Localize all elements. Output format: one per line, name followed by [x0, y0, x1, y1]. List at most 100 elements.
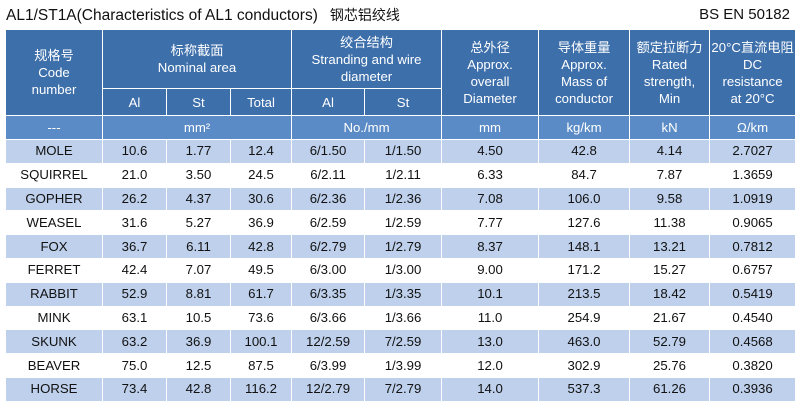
header-stranding-al: Al [291, 88, 366, 116]
cell-stranding-al: 6/2.36 [291, 186, 366, 212]
table-row: SKUNK 63.2 36.9 100.1 12/2.59 7/2.59 13.0 463.0… [5, 329, 797, 355]
cell-area-total: 12.4 [229, 139, 293, 164]
title-chinese: 钢芯铝绞线 [329, 7, 400, 23]
cell-mass: 148.1 [538, 234, 631, 259]
cell-area-al: 63.1 [102, 305, 167, 331]
standard-label: BS EN 50182 [699, 6, 790, 23]
header-row-units: --- mm² No./mm mm kg/km kN Ω/km [5, 115, 797, 140]
header-stranding: 绞合结构 Stranding and wire diameter [291, 29, 443, 89]
cell-stranding-al: 6/2.79 [291, 234, 366, 259]
table-row: RABBIT 52.9 8.81 61.7 6/3.35 1/3.35 10.1 213.5 1… [5, 281, 797, 307]
cell-area-st: 1.77 [166, 139, 231, 164]
cell-code: HORSE [5, 376, 103, 402]
cell-area-total: 49.5 [229, 257, 293, 283]
document-title: AL1/ST1A(Characteristics of AL1 conducto… [6, 5, 400, 25]
cell-mass: 84.7 [538, 162, 631, 188]
cell-diameter: 9.00 [441, 257, 540, 283]
cell-diameter: 8.37 [441, 234, 540, 259]
cell-area-st: 36.9 [166, 329, 231, 355]
cell-resistance: 0.3820 [709, 353, 797, 378]
cell-resistance: 0.4540 [709, 305, 797, 331]
cell-diameter: 14.0 [441, 376, 540, 402]
unit-code: --- [5, 115, 103, 140]
cell-strength: 61.26 [629, 376, 711, 402]
cell-mass: 213.5 [538, 281, 631, 307]
cell-resistance: 0.5419 [709, 281, 797, 307]
cell-diameter: 11.0 [441, 305, 540, 331]
cell-area-total: 116.2 [229, 376, 293, 402]
unit-stranding: No./mm [291, 115, 443, 140]
cell-stranding-al: 6/3.00 [291, 257, 366, 283]
table-row: HORSE 73.4 42.8 116.2 12/2.79 7/2.79 14.0 537.3… [5, 376, 797, 402]
header-stranding-st: St [364, 88, 443, 116]
cell-code: GOPHER [5, 186, 103, 212]
header-dc-resistance: 20°C直流电阻 DC resistance at 20°C [709, 29, 797, 116]
cell-strength: 25.76 [629, 353, 711, 378]
cell-strength: 52.79 [629, 329, 711, 355]
cell-stranding-st: 7/2.79 [364, 376, 443, 402]
cell-strength: 7.87 [629, 162, 711, 188]
cell-stranding-st: 1/2.36 [364, 186, 443, 212]
cell-code: SQUIRREL [5, 162, 103, 188]
header-row-sub: Al St Total Al St [6, 88, 796, 116]
cell-code: FOX [5, 234, 103, 259]
cell-area-st: 3.50 [166, 162, 231, 188]
cell-area-al: 42.4 [102, 257, 167, 283]
cell-area-al: 52.9 [102, 281, 167, 307]
cell-mass: 106.0 [538, 186, 631, 212]
table-row: GOPHER 26.2 4.37 30.6 6/2.36 1/2.36 7.08 106.0 9… [5, 186, 797, 212]
header-area-st: St [166, 88, 231, 116]
table-row: MOLE 10.6 1.77 12.4 6/1.50 1/1.50 4.50 42.8 4.14… [5, 139, 797, 164]
cell-diameter: 7.08 [441, 186, 540, 212]
cell-area-total: 73.6 [229, 305, 293, 331]
cell-diameter: 12.0 [441, 353, 540, 378]
header-mass: 导体重量 Approx. Mass of conductor [538, 29, 631, 116]
cell-area-al: 63.2 [102, 329, 167, 355]
cell-mass: 463.0 [538, 329, 631, 355]
cell-code: RABBIT [5, 281, 103, 307]
cell-stranding-st: 1/2.79 [364, 234, 443, 259]
cell-stranding-st: 1/3.99 [364, 353, 443, 378]
cell-area-st: 10.5 [166, 305, 231, 331]
cell-code: SKUNK [5, 329, 103, 355]
cell-stranding-st: 1/3.66 [364, 305, 443, 331]
cell-resistance: 0.4568 [709, 329, 797, 355]
cell-area-al: 21.0 [102, 162, 167, 188]
cell-stranding-al: 6/2.11 [291, 162, 366, 188]
title-main: AL1/ST1A(Characteristics of AL1 conducto… [6, 7, 318, 24]
cell-stranding-al: 6/3.66 [291, 305, 366, 331]
cell-mass: 537.3 [538, 376, 631, 402]
cell-stranding-al: 6/1.50 [291, 139, 366, 164]
cell-resistance: 2.7027 [709, 139, 797, 164]
cell-area-total: 36.9 [229, 210, 293, 236]
unit-strength: kN [629, 115, 711, 140]
cell-area-st: 42.8 [166, 376, 231, 402]
cell-area-al: 31.6 [102, 210, 167, 236]
title-bar: AL1/ST1A(Characteristics of AL1 conducto… [0, 0, 800, 30]
cell-resistance: 0.3936 [709, 376, 797, 402]
cell-resistance: 0.6757 [709, 257, 797, 283]
cell-area-al: 75.0 [102, 353, 167, 378]
cell-stranding-al: 12/2.79 [291, 376, 366, 402]
cell-code: MOLE [5, 139, 103, 164]
cell-code: WEASEL [5, 210, 103, 236]
cell-area-total: 61.7 [229, 281, 293, 307]
unit-mass: kg/km [538, 115, 631, 140]
cell-area-st: 8.81 [166, 281, 231, 307]
cell-stranding-st: 1/1.50 [364, 139, 443, 164]
cell-resistance: 1.3659 [709, 162, 797, 188]
cell-mass: 302.9 [538, 353, 631, 378]
cell-code: MINK [5, 305, 103, 331]
cell-area-total: 100.1 [229, 329, 293, 355]
header-area-al: Al [102, 88, 167, 116]
header-code: 规格号 Code number [5, 29, 103, 116]
cell-area-st: 6.11 [166, 234, 231, 259]
table-body: MOLE 10.6 1.77 12.4 6/1.50 1/1.50 4.50 42.8 4.14… [5, 139, 797, 402]
table-row: MINK 63.1 10.5 73.6 6/3.66 1/3.66 11.0 254.9 21.… [5, 305, 797, 331]
unit-area: mm² [101, 115, 293, 140]
cell-area-total: 87.5 [229, 353, 293, 378]
cell-area-total: 24.5 [229, 162, 293, 188]
cell-area-st: 4.37 [166, 186, 231, 212]
unit-diameter: mm [441, 115, 540, 140]
cell-strength: 15.27 [629, 257, 711, 283]
